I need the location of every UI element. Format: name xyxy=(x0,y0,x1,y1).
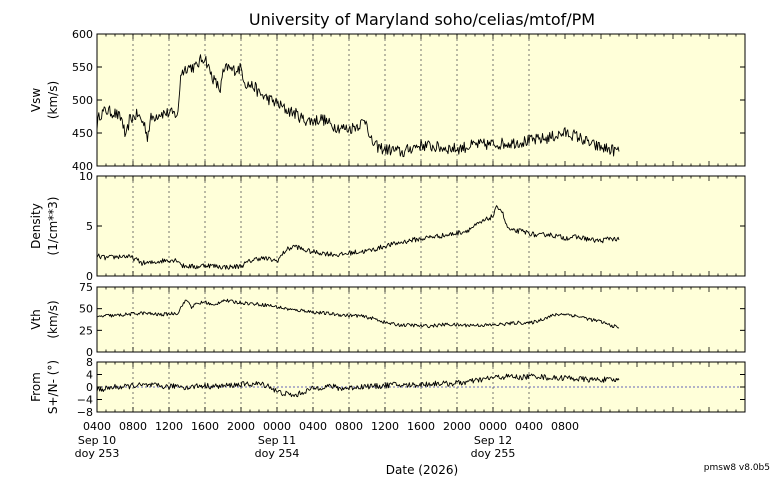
y-tick-label: 4 xyxy=(86,369,93,382)
density-series-line xyxy=(96,205,620,270)
vth-series-line xyxy=(96,298,620,329)
y-tick-label: 0 xyxy=(86,270,93,283)
panel-vth: 0 25 50 75 Vth (km/s) xyxy=(29,281,746,359)
x-date-label: Sep 12 xyxy=(474,434,512,447)
from-series-line xyxy=(96,373,620,398)
y-axis-label: (km/s) xyxy=(46,81,60,119)
x-tick-label: 2000 xyxy=(227,420,255,433)
x-tick-label: 0800 xyxy=(551,420,579,433)
x-tick-label: 0000 xyxy=(263,420,291,433)
y-axis-label: (1/cm**3) xyxy=(46,197,60,256)
y-tick-label: 10 xyxy=(79,170,93,183)
x-tick-label: 1200 xyxy=(155,420,183,433)
y-tick-label: 50 xyxy=(79,303,93,316)
y-tick-label: 400 xyxy=(72,160,93,173)
x-doy-label: doy 255 xyxy=(471,447,516,460)
x-axis-label: Date (2026) xyxy=(386,463,458,477)
x-tick-label: 0800 xyxy=(119,420,147,433)
y-tick-label: 0 xyxy=(86,346,93,359)
y-tick-label: 0 xyxy=(86,381,93,394)
x-date-label: Sep 11 xyxy=(258,434,296,447)
x-tick-label: 0400 xyxy=(299,420,327,433)
y-axis-label: From xyxy=(29,372,43,402)
version-label: pmsw8 v8.0b5 xyxy=(704,463,770,473)
y-tick-label: 600 xyxy=(72,28,93,41)
x-tick-label: 0800 xyxy=(335,420,363,433)
y-tick-label: 25 xyxy=(79,324,93,337)
x-tick-label: 1600 xyxy=(407,420,435,433)
y-axis-label: (km/s) xyxy=(46,300,60,338)
x-tick-label: 1200 xyxy=(371,420,399,433)
panel-vsw: 400 450 500 550 600 Vsw (km/s) xyxy=(29,28,746,173)
y-tick-label: 5 xyxy=(86,220,93,233)
y-tick-label: 450 xyxy=(72,127,93,140)
y-axis-label: Density xyxy=(29,203,43,249)
y-tick-label: 500 xyxy=(72,94,93,107)
y-tick-label: 550 xyxy=(72,61,93,74)
y-axis-label: Vsw xyxy=(29,88,43,112)
y-tick-label: 8 xyxy=(86,356,93,369)
chart-title: University of Maryland soho/celias/mtof/… xyxy=(249,10,595,29)
x-tick-label: 1600 xyxy=(191,420,219,433)
x-doy-label: doy 254 xyxy=(255,447,300,460)
y-tick-label: −8 xyxy=(77,406,93,419)
x-tick-label: 2000 xyxy=(443,420,471,433)
x-doy-label: doy 253 xyxy=(75,447,120,460)
y-axis-label: S+/N- (°) xyxy=(46,360,60,414)
x-date-label: Sep 10 xyxy=(78,434,116,447)
y-tick-label: −4 xyxy=(77,394,93,407)
x-tick-label: 0400 xyxy=(515,420,543,433)
y-tick-label: 75 xyxy=(79,281,93,294)
panel-density: 0 5 10 Density (1/cm**3) xyxy=(29,170,746,283)
x-tick-label: 0400 xyxy=(83,420,111,433)
y-axis-label: Vth xyxy=(29,309,43,330)
x-tick-label: 0000 xyxy=(479,420,507,433)
vsw-series-line xyxy=(96,54,620,158)
